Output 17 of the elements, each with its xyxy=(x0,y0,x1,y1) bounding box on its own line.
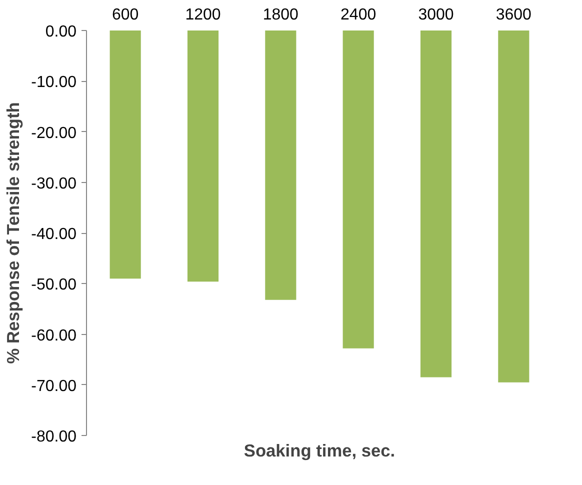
x-tick-label: 2400 xyxy=(340,6,376,24)
x-tick-label: 3600 xyxy=(496,6,532,24)
x-tick-label: 1800 xyxy=(262,6,299,24)
y-axis-title: % Response of Tensile strength xyxy=(3,102,24,364)
y-tick-label: 0.00 xyxy=(45,24,77,40)
y-tick-label: -60.00 xyxy=(31,327,77,344)
y-tick-label: -50.00 xyxy=(31,276,77,294)
y-tick-label: -80.00 xyxy=(31,428,77,446)
x-axis-title: Soaking time, sec. xyxy=(244,440,396,460)
x-tick-label: 600 xyxy=(112,6,139,24)
y-tick-label: -10.00 xyxy=(31,74,77,92)
x-tick-label: 1200 xyxy=(185,6,221,24)
y-tick-label: -30.00 xyxy=(31,175,77,192)
x-tick-label: 3000 xyxy=(418,6,454,24)
y-tick-label: -70.00 xyxy=(31,378,77,395)
y-tick-label: -20.00 xyxy=(31,124,77,142)
y-tick-label: -40.00 xyxy=(31,226,77,243)
